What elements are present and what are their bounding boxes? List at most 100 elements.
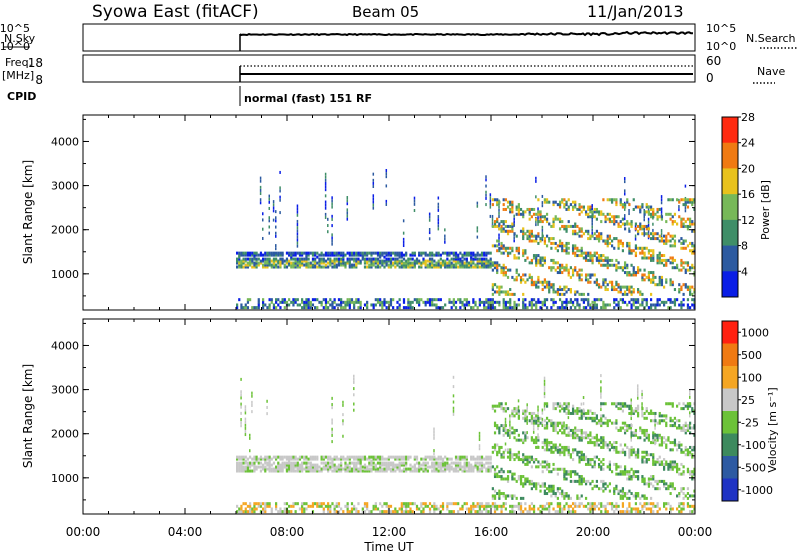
cell [402,457,406,461]
cell [439,510,442,514]
cell [305,461,308,465]
cell [478,455,481,459]
cell [519,275,523,279]
cell [589,237,592,241]
cell [643,477,646,481]
cell [301,510,304,514]
cell [647,230,650,234]
cell [327,230,329,234]
cell [283,502,286,506]
cell [524,479,527,483]
cell [602,306,605,310]
cell [244,469,247,473]
cell [600,424,603,428]
cell [584,458,588,462]
cell [461,259,464,263]
cell [366,259,369,263]
nsky-panel: N.Sky 10^5 10^0 10^5 10^0 N.Search [0,22,797,53]
cell [649,278,653,282]
cell [632,268,635,272]
cell [249,465,252,469]
cell [353,306,356,310]
cell [236,265,239,269]
cell [519,507,523,511]
cell [257,461,260,465]
cell [379,259,382,263]
cell [608,460,612,464]
cell [470,467,473,471]
cell [502,290,505,294]
cell [680,261,683,265]
cell [582,300,585,304]
cell [493,507,497,511]
y-tick-label: 3000 [51,180,79,193]
cell [470,465,473,469]
cell [673,421,677,425]
cell [253,306,256,310]
cell [262,253,265,257]
power-ylabel: Slant Range [km] [21,160,35,264]
cell [571,251,575,255]
cell [680,241,683,245]
cell [626,244,629,248]
cell [537,414,539,418]
cell [285,251,289,255]
cell [500,467,503,471]
cell [619,472,622,476]
cell [236,306,239,310]
cell [383,261,386,265]
cell [619,450,622,454]
cell [610,402,614,406]
cell [350,251,354,255]
cell [610,504,614,508]
cell [480,502,484,506]
cell [368,265,371,269]
cell [279,253,282,257]
cell [582,396,585,400]
cell [621,489,625,493]
cell [623,424,627,428]
cell [628,288,631,292]
cell [641,249,644,253]
cell [426,461,429,465]
cell [337,463,341,467]
cell [422,461,425,465]
cell [604,278,607,282]
cell [654,417,656,421]
cell [357,298,360,302]
cell [498,504,501,508]
cell [617,303,620,307]
cell [600,460,603,464]
cell [641,303,644,307]
cell [617,300,620,304]
cell [244,411,247,415]
cell [602,441,605,445]
cell [374,257,377,261]
cell [522,234,525,238]
cell [493,448,497,452]
cell [509,429,511,433]
cell [467,253,471,257]
cell [587,258,590,262]
cell [515,249,518,253]
cell [422,300,425,304]
cell [255,306,258,310]
cell [324,265,328,269]
cell [305,306,308,310]
cell [636,306,640,310]
cell [626,292,629,296]
cell [647,271,651,275]
cell [552,489,555,493]
cell [409,263,412,267]
cell [279,469,282,473]
cell [689,450,692,454]
cell [435,461,438,465]
cell [571,507,575,511]
cell [307,461,310,465]
cell [641,450,644,454]
cell [311,251,315,255]
cell [628,300,631,304]
cell [691,494,694,498]
cell [691,244,694,248]
cell [478,457,481,461]
